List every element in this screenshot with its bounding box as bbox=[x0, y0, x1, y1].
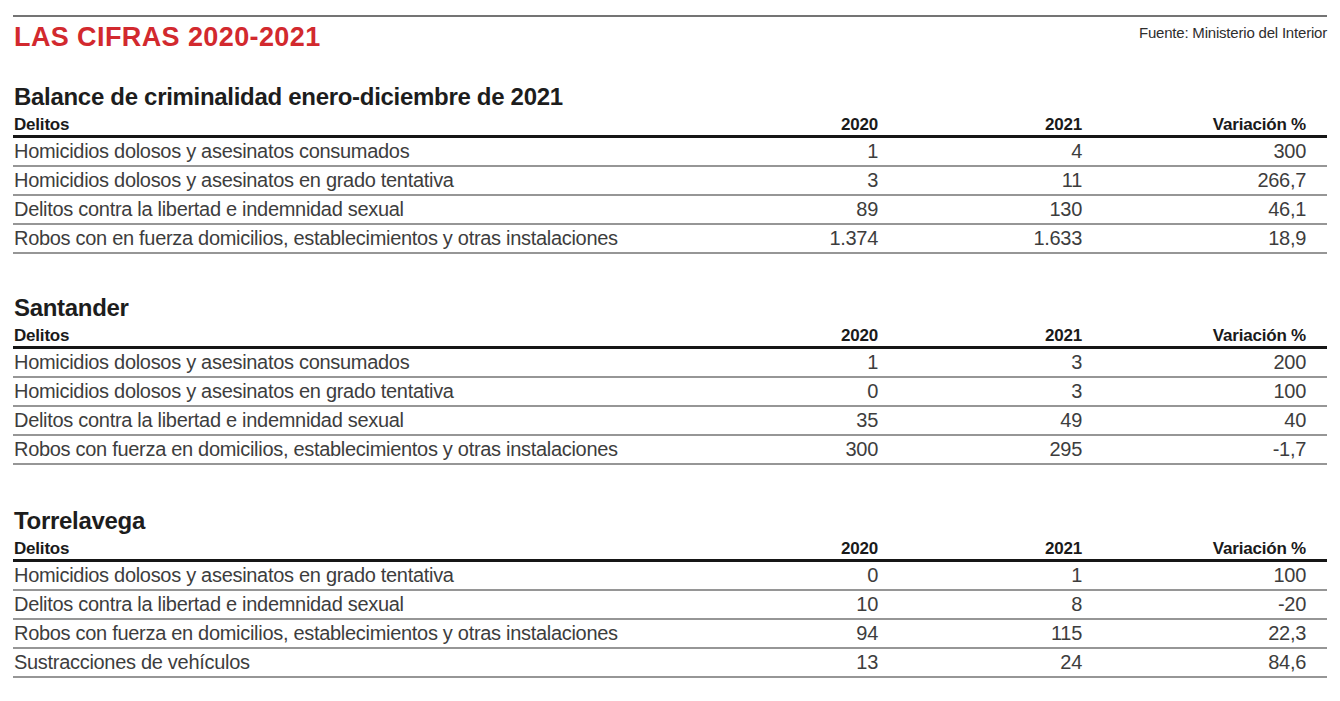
cell-2020: 1.374 bbox=[678, 225, 878, 252]
column-header-2020: 2020 bbox=[678, 539, 878, 558]
cell-variacion: -1,7 bbox=[1082, 436, 1327, 463]
cell-2020: 35 bbox=[678, 407, 878, 434]
column-header-delitos: Delitos bbox=[13, 326, 678, 345]
cell-2021: 8 bbox=[878, 591, 1082, 618]
cell-2021: 3 bbox=[878, 378, 1082, 405]
cell-delito: Sustracciones de vehículos bbox=[13, 649, 678, 676]
table-header-row: Delitos 2020 2021 Variación % bbox=[13, 115, 1327, 138]
cell-delito: Homicidios dolosos y asesinatos en grado… bbox=[13, 167, 678, 194]
column-header-variacion: Variación % bbox=[1082, 326, 1327, 345]
table-row: Homicidios dolosos y asesinatos en grado… bbox=[13, 562, 1327, 591]
table-body: Homicidios dolosos y asesinatos en grado… bbox=[13, 562, 1327, 678]
cell-delito: Robos con en fuerza domicilios, establec… bbox=[13, 225, 678, 252]
column-header-delitos: Delitos bbox=[13, 539, 678, 558]
column-header-2021: 2021 bbox=[878, 326, 1082, 345]
cell-delito: Robos con fuerza en domicilios, establec… bbox=[13, 620, 678, 647]
cell-2021: 3 bbox=[878, 349, 1082, 376]
cell-2020: 10 bbox=[678, 591, 878, 618]
column-header-2020: 2020 bbox=[678, 115, 878, 134]
table-row: Robos con fuerza en domicilios, establec… bbox=[13, 620, 1327, 649]
cell-2021: 4 bbox=[878, 138, 1082, 165]
cell-2021: 115 bbox=[878, 620, 1082, 647]
page-title: LAS CIFRAS 2020-2021 bbox=[14, 21, 321, 53]
table-header-row: Delitos 2020 2021 Variación % bbox=[13, 326, 1327, 349]
cell-variacion: 22,3 bbox=[1082, 620, 1327, 647]
cell-2020: 0 bbox=[678, 378, 878, 405]
table-row: Delitos contra la libertad e indemnidad … bbox=[13, 407, 1327, 436]
cell-delito: Homicidios dolosos y asesinatos en grado… bbox=[13, 562, 678, 589]
cell-2020: 0 bbox=[678, 562, 878, 589]
table-body: Homicidios dolosos y asesinatos consumad… bbox=[13, 349, 1327, 465]
masthead: LAS CIFRAS 2020-2021 Fuente: Ministerio … bbox=[14, 21, 1327, 53]
table-row: Robos con en fuerza domicilios, establec… bbox=[13, 225, 1327, 254]
cell-variacion: 40 bbox=[1082, 407, 1327, 434]
cell-variacion: 18,9 bbox=[1082, 225, 1327, 252]
table-row: Homicidios dolosos y asesinatos en grado… bbox=[13, 378, 1327, 407]
table-row: Robos con fuerza en domicilios, establec… bbox=[13, 436, 1327, 465]
crime-table-section: Balance de criminalidad enero-diciembre … bbox=[13, 83, 1327, 254]
column-header-2020: 2020 bbox=[678, 326, 878, 345]
cell-delito: Homicidios dolosos y asesinatos consumad… bbox=[13, 349, 678, 376]
source-credit: Fuente: Ministerio del Interior bbox=[1139, 24, 1327, 42]
cell-variacion: 100 bbox=[1082, 378, 1327, 405]
cell-2020: 1 bbox=[678, 138, 878, 165]
cell-2020: 3 bbox=[678, 167, 878, 194]
column-header-variacion: Variación % bbox=[1082, 115, 1327, 134]
column-header-variacion: Variación % bbox=[1082, 539, 1327, 558]
cell-2021: 295 bbox=[878, 436, 1082, 463]
cell-2020: 1 bbox=[678, 349, 878, 376]
cell-delito: Delitos contra la libertad e indemnidad … bbox=[13, 196, 678, 223]
cell-2020: 94 bbox=[678, 620, 878, 647]
cell-variacion: 84,6 bbox=[1082, 649, 1327, 676]
section-title: Santander bbox=[13, 294, 1327, 321]
cell-2021: 24 bbox=[878, 649, 1082, 676]
cell-2021: 1 bbox=[878, 562, 1082, 589]
column-header-2021: 2021 bbox=[878, 539, 1082, 558]
table-row: Delitos contra la libertad e indemnidad … bbox=[13, 591, 1327, 620]
cell-variacion: 100 bbox=[1082, 562, 1327, 589]
table-header-row: Delitos 2020 2021 Variación % bbox=[13, 539, 1327, 562]
section-title: Torrelavega bbox=[13, 507, 1327, 534]
cell-variacion: 200 bbox=[1082, 349, 1327, 376]
crime-table-section: Torrelavega Delitos 2020 2021 Variación … bbox=[13, 507, 1327, 678]
cell-delito: Delitos contra la libertad e indemnidad … bbox=[13, 407, 678, 434]
column-header-delitos: Delitos bbox=[13, 115, 678, 134]
table-row: Sustracciones de vehículos 13 24 84,6 bbox=[13, 649, 1327, 678]
table-row: Homicidios dolosos y asesinatos en grado… bbox=[13, 167, 1327, 196]
section-title: Balance de criminalidad enero-diciembre … bbox=[13, 83, 1327, 110]
table-row: Homicidios dolosos y asesinatos consumad… bbox=[13, 138, 1327, 167]
cell-delito: Homicidios dolosos y asesinatos en grado… bbox=[13, 378, 678, 405]
cell-variacion: 300 bbox=[1082, 138, 1327, 165]
cell-2021: 130 bbox=[878, 196, 1082, 223]
cell-delito: Homicidios dolosos y asesinatos consumad… bbox=[13, 138, 678, 165]
table-row: Delitos contra la libertad e indemnidad … bbox=[13, 196, 1327, 225]
cell-2020: 13 bbox=[678, 649, 878, 676]
cell-delito: Robos con fuerza en domicilios, establec… bbox=[13, 436, 678, 463]
cell-delito: Delitos contra la libertad e indemnidad … bbox=[13, 591, 678, 618]
cell-variacion: 46,1 bbox=[1082, 196, 1327, 223]
cell-2021: 1.633 bbox=[878, 225, 1082, 252]
cell-variacion: -20 bbox=[1082, 591, 1327, 618]
crime-table-section: Santander Delitos 2020 2021 Variación % … bbox=[13, 294, 1327, 465]
cell-2021: 11 bbox=[878, 167, 1082, 194]
table-body: Homicidios dolosos y asesinatos consumad… bbox=[13, 138, 1327, 254]
cell-2020: 89 bbox=[678, 196, 878, 223]
cell-2021: 49 bbox=[878, 407, 1082, 434]
top-rule bbox=[13, 15, 1327, 17]
cell-2020: 300 bbox=[678, 436, 878, 463]
column-header-2021: 2021 bbox=[878, 115, 1082, 134]
cell-variacion: 266,7 bbox=[1082, 167, 1327, 194]
sections-container: Balance de criminalidad enero-diciembre … bbox=[0, 83, 1340, 678]
table-row: Homicidios dolosos y asesinatos consumad… bbox=[13, 349, 1327, 378]
